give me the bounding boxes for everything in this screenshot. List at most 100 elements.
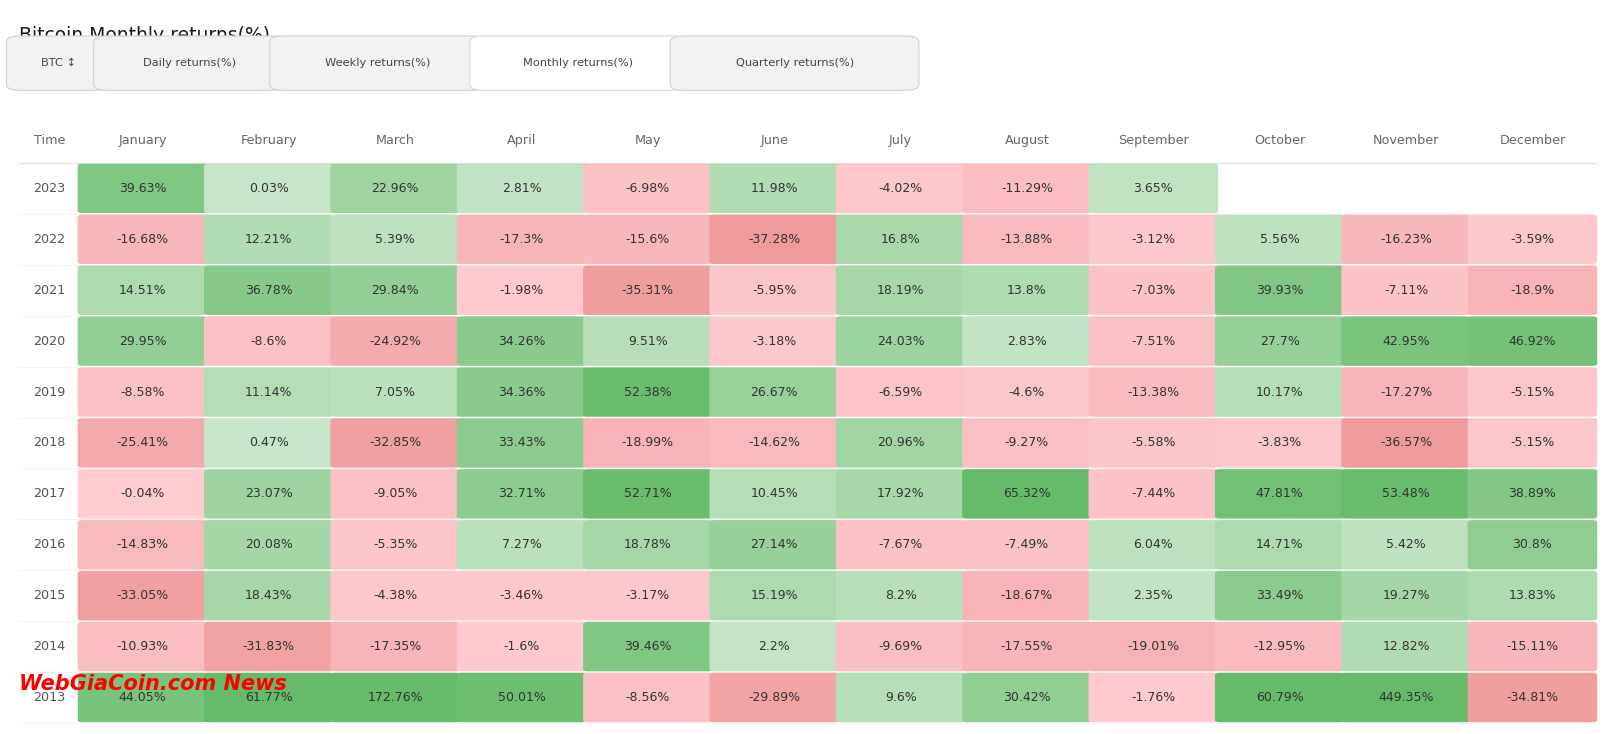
Text: -7.51%: -7.51%	[1130, 335, 1175, 348]
Text: 34.26%: 34.26%	[497, 335, 546, 348]
Text: -8.56%: -8.56%	[625, 691, 670, 704]
Text: -17.3%: -17.3%	[499, 233, 544, 246]
Text: -35.31%: -35.31%	[621, 284, 673, 297]
Text: 2.35%: 2.35%	[1133, 589, 1172, 602]
Text: -9.05%: -9.05%	[373, 487, 416, 501]
Text: 38.89%: 38.89%	[1507, 487, 1556, 501]
Text: -37.28%: -37.28%	[747, 233, 801, 246]
Text: September: September	[1117, 134, 1188, 147]
Text: -6.98%: -6.98%	[625, 182, 670, 195]
Text: Time: Time	[34, 134, 65, 147]
Text: 2023: 2023	[34, 182, 66, 195]
Text: -3.83%: -3.83%	[1257, 437, 1301, 449]
Text: 0.47%: 0.47%	[249, 437, 289, 449]
Text: -7.49%: -7.49%	[1004, 538, 1049, 551]
Text: February: February	[240, 134, 297, 147]
Text: -13.38%: -13.38%	[1127, 385, 1178, 399]
Text: April: April	[507, 134, 536, 147]
Text: -15.6%: -15.6%	[625, 233, 670, 246]
Text: -14.62%: -14.62%	[747, 437, 801, 449]
Text: -18.9%: -18.9%	[1509, 284, 1554, 297]
Text: 7.27%: 7.27%	[502, 538, 541, 551]
Text: Monthly returns(%): Monthly returns(%)	[523, 58, 633, 68]
Text: 30.42%: 30.42%	[1002, 691, 1051, 704]
Text: 2022: 2022	[34, 233, 65, 246]
Text: 2.81%: 2.81%	[502, 182, 541, 195]
Text: 17.92%: 17.92%	[876, 487, 923, 501]
Text: 32.71%: 32.71%	[497, 487, 546, 501]
Text: -0.04%: -0.04%	[119, 487, 165, 501]
Text: 172.76%: 172.76%	[366, 691, 423, 704]
Text: -8.6%: -8.6%	[250, 335, 287, 348]
Text: -19.01%: -19.01%	[1127, 640, 1178, 653]
Text: July: July	[889, 134, 912, 147]
Text: -7.11%: -7.11%	[1383, 284, 1427, 297]
Text: 2.83%: 2.83%	[1007, 335, 1046, 348]
Text: -9.69%: -9.69%	[878, 640, 922, 653]
Text: -17.55%: -17.55%	[1001, 640, 1052, 653]
Text: 33.43%: 33.43%	[497, 437, 546, 449]
Text: -18.67%: -18.67%	[1001, 589, 1052, 602]
Text: -12.95%: -12.95%	[1252, 640, 1306, 653]
Text: November: November	[1372, 134, 1438, 147]
Text: 13.8%: 13.8%	[1007, 284, 1046, 297]
Text: 11.14%: 11.14%	[245, 385, 292, 399]
Text: 39.93%: 39.93%	[1256, 284, 1302, 297]
Text: 6.04%: 6.04%	[1133, 538, 1172, 551]
Text: -31.83%: -31.83%	[242, 640, 295, 653]
Text: -13.88%: -13.88%	[1001, 233, 1052, 246]
Text: 52.71%: 52.71%	[623, 487, 671, 501]
Text: 29.95%: 29.95%	[118, 335, 166, 348]
Text: -18.99%: -18.99%	[621, 437, 673, 449]
Text: 42.95%: 42.95%	[1382, 335, 1428, 348]
Text: 2015: 2015	[34, 589, 66, 602]
Text: 2020: 2020	[34, 335, 66, 348]
Text: 9.51%: 9.51%	[628, 335, 667, 348]
Text: 24.03%: 24.03%	[876, 335, 923, 348]
Text: -4.6%: -4.6%	[1009, 385, 1044, 399]
Text: WebGiaCoin.com News: WebGiaCoin.com News	[19, 674, 287, 694]
Text: 34.36%: 34.36%	[497, 385, 546, 399]
Text: 18.78%: 18.78%	[623, 538, 671, 551]
Text: -5.15%: -5.15%	[1509, 385, 1554, 399]
Text: August: August	[1004, 134, 1049, 147]
Text: 449.35%: 449.35%	[1377, 691, 1433, 704]
Text: 12.21%: 12.21%	[245, 233, 292, 246]
Text: Daily returns(%): Daily returns(%)	[144, 58, 236, 68]
Text: 5.56%: 5.56%	[1259, 233, 1299, 246]
Text: 19.27%: 19.27%	[1382, 589, 1428, 602]
Text: 44.05%: 44.05%	[118, 691, 166, 704]
Text: 2016: 2016	[34, 538, 66, 551]
Text: -7.67%: -7.67%	[878, 538, 922, 551]
Text: 36.78%: 36.78%	[245, 284, 292, 297]
Text: 60.79%: 60.79%	[1256, 691, 1302, 704]
Text: 16.8%: 16.8%	[880, 233, 920, 246]
Text: -5.15%: -5.15%	[1509, 437, 1554, 449]
Text: -24.92%: -24.92%	[370, 335, 421, 348]
Text: 8.2%: 8.2%	[884, 589, 917, 602]
Text: March: March	[376, 134, 415, 147]
Text: 2017: 2017	[34, 487, 66, 501]
Text: -34.81%: -34.81%	[1506, 691, 1558, 704]
Text: December: December	[1498, 134, 1564, 147]
Text: 50.01%: 50.01%	[497, 691, 546, 704]
Text: -16.68%: -16.68%	[116, 233, 168, 246]
Text: 18.43%: 18.43%	[245, 589, 292, 602]
Text: 27.14%: 27.14%	[751, 538, 797, 551]
Text: BTC ↕: BTC ↕	[40, 58, 76, 68]
Text: -16.23%: -16.23%	[1380, 233, 1432, 246]
Text: -5.95%: -5.95%	[752, 284, 796, 297]
Text: -8.58%: -8.58%	[119, 385, 165, 399]
Text: 2018: 2018	[34, 437, 66, 449]
Text: -17.35%: -17.35%	[370, 640, 421, 653]
Text: 5.42%: 5.42%	[1385, 538, 1425, 551]
Text: 65.32%: 65.32%	[1002, 487, 1051, 501]
Text: 23.07%: 23.07%	[245, 487, 292, 501]
Text: 2014: 2014	[34, 640, 66, 653]
Text: -5.58%: -5.58%	[1130, 437, 1175, 449]
Text: -32.85%: -32.85%	[370, 437, 421, 449]
Text: 27.7%: 27.7%	[1259, 335, 1299, 348]
Text: -3.18%: -3.18%	[752, 335, 796, 348]
Text: Quarterly returns(%): Quarterly returns(%)	[734, 58, 854, 68]
Text: 47.81%: 47.81%	[1256, 487, 1302, 501]
